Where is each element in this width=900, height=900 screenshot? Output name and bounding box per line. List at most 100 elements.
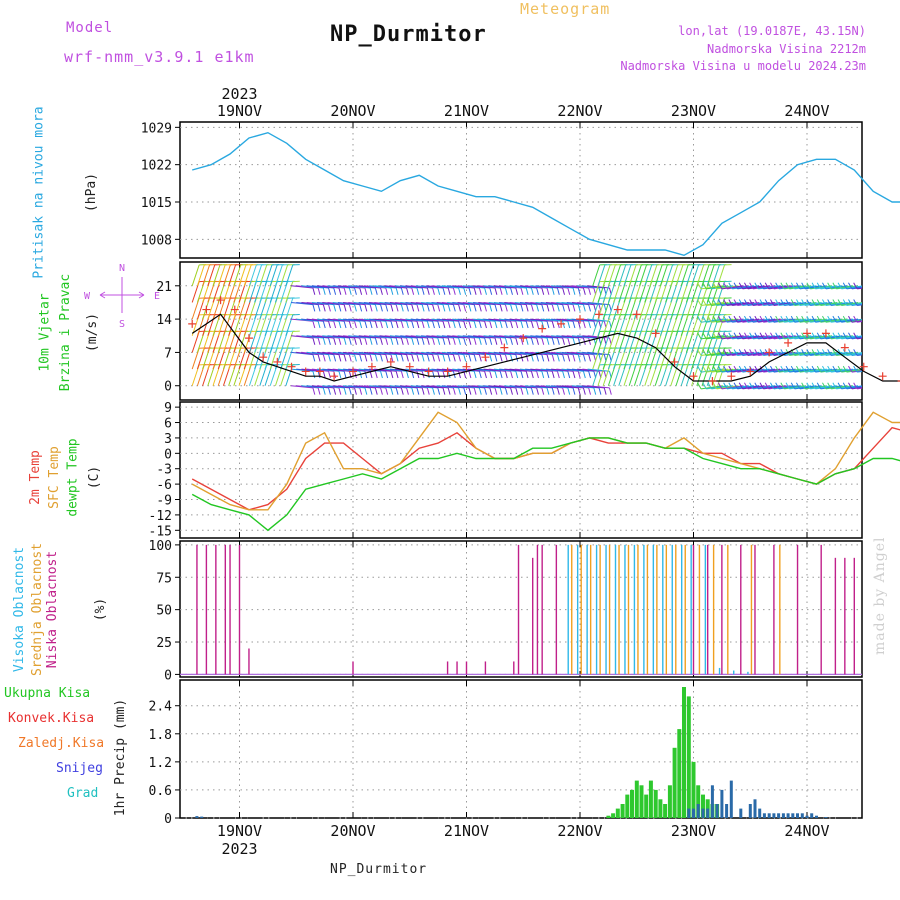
- wind-barb-flag: [790, 382, 796, 390]
- wind-barb-flag: [338, 337, 342, 345]
- wind-barb: [296, 318, 319, 322]
- wind-barb: [358, 285, 381, 289]
- wind-barb: [747, 385, 770, 390]
- wind-barb: [794, 318, 817, 323]
- wind-barb-flag: [770, 365, 775, 373]
- wind-barb: [395, 285, 418, 289]
- wind-barb-flag: [842, 349, 848, 356]
- wind-gust-mark: [188, 319, 197, 328]
- precip-bar: [725, 804, 729, 818]
- wind-barb: [794, 285, 817, 290]
- wind-barb: [540, 335, 563, 339]
- wind-barb: [488, 301, 511, 306]
- wind-barb: [810, 351, 833, 357]
- wind-barb: [332, 301, 355, 306]
- wind-barb-flag: [816, 299, 822, 306]
- wind-barb: [716, 351, 739, 357]
- wind-barb-flag: [312, 371, 316, 379]
- wind-barb-flag: [562, 304, 565, 312]
- wind-barb: [551, 351, 574, 356]
- precip-bar: [677, 729, 682, 818]
- wind-barb-flag: [536, 304, 539, 312]
- wind-barb: [509, 351, 532, 356]
- wind-barb: [706, 318, 729, 323]
- precip-bar: [710, 785, 714, 818]
- wind-barb: [389, 301, 412, 306]
- wind-barb: [545, 351, 568, 356]
- wind-barb: [820, 385, 843, 390]
- wind-barb-flag: [749, 315, 754, 323]
- wind-barb-flag: [785, 365, 790, 373]
- wind-barb-flag: [723, 349, 728, 356]
- wind-barb: [358, 368, 381, 372]
- wind-barb: [322, 301, 345, 306]
- precip-bar: [800, 813, 804, 818]
- y-tick-label: 1.2: [149, 756, 172, 771]
- wind-barb-flag: [364, 387, 368, 395]
- wind-barb: [721, 301, 744, 307]
- wind-barb-flag: [515, 287, 519, 295]
- wind-barb: [457, 301, 480, 306]
- wind-barb: [763, 335, 786, 340]
- wind-barb: [290, 285, 313, 289]
- wind-barb: [566, 318, 589, 322]
- wind-barb: [825, 351, 848, 357]
- wind-barb: [857, 321, 862, 323]
- wind-barb: [535, 301, 558, 306]
- wind-barb-flag: [458, 304, 461, 312]
- wind-barb-flag: [499, 304, 503, 312]
- wind-barb-flag: [738, 349, 744, 356]
- wind-barb-flag: [801, 332, 806, 340]
- wind-barb-flag: [796, 365, 801, 373]
- wind-barb: [421, 318, 444, 322]
- wind-barb: [535, 285, 558, 289]
- top-day-label: 22NOV: [557, 102, 602, 120]
- wind-barb: [441, 385, 464, 389]
- wind-barb: [794, 301, 817, 307]
- wind-barb-flag: [468, 354, 472, 362]
- wind-barb-flag: [546, 287, 550, 295]
- wind-barb-flag: [437, 337, 441, 345]
- wind-barb: [841, 285, 862, 290]
- wind-barb: [493, 318, 516, 322]
- wind-gust-mark: [594, 310, 603, 319]
- wind-barb: [592, 264, 601, 286]
- precip-bar: [701, 808, 705, 818]
- wind-barb-flag: [348, 354, 352, 362]
- wind-barb: [571, 368, 594, 372]
- wind-barb: [415, 368, 438, 372]
- wind-gust-mark: [405, 362, 414, 371]
- wind-barb: [322, 351, 345, 356]
- wind-barb-flag: [484, 304, 487, 312]
- wind-barb-flag: [380, 387, 383, 395]
- wind-gust-mark: [367, 362, 376, 371]
- wind-barb: [700, 385, 723, 390]
- wind-barb-flag: [712, 332, 718, 340]
- wind-barb: [889, 286, 900, 288]
- wind-barb: [337, 385, 360, 389]
- wind-barb: [311, 385, 334, 389]
- wind-barb: [571, 285, 594, 289]
- wind-barb: [363, 335, 386, 339]
- wind-barb: [889, 319, 900, 321]
- wind-barb: [441, 368, 464, 372]
- wind-barb-flag: [458, 321, 461, 329]
- precip-bar: [682, 687, 686, 818]
- wind-gust-mark: [746, 367, 755, 376]
- wind-barb-flag: [510, 304, 513, 312]
- wind-barb: [894, 302, 900, 304]
- wind-barb-flag: [712, 349, 718, 356]
- wind-barb-flag: [764, 382, 770, 390]
- wind-barb-flag: [494, 387, 498, 395]
- wind-barb-flag: [582, 354, 586, 362]
- wind-barb: [737, 351, 760, 357]
- wind-barb: [311, 285, 334, 289]
- wind-gust-mark: [557, 319, 566, 328]
- wind-barb-flag: [832, 332, 837, 340]
- wind-gust-mark: [202, 305, 211, 314]
- wind-gust-mark: [500, 343, 509, 352]
- wind-barb-flag: [468, 337, 472, 345]
- precip-bar: [611, 813, 616, 818]
- wind-barb: [825, 368, 848, 373]
- wind-barb: [716, 318, 739, 323]
